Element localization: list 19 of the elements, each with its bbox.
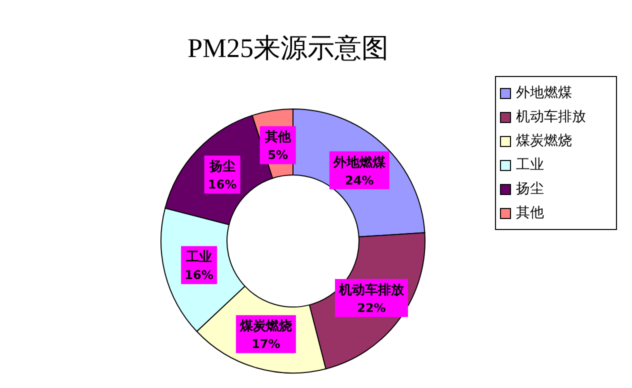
- data-label: 24%: [345, 173, 374, 188]
- legend-label: 扬尘: [516, 180, 544, 198]
- legend-label: 机动车排放: [516, 108, 586, 126]
- slice-label: 机动车排放: [338, 282, 405, 298]
- data-label: 16%: [184, 268, 214, 282]
- slice-label: 扬尘: [208, 158, 236, 175]
- legend-label: 外地燃煤: [516, 84, 572, 102]
- legend-label: 工业: [516, 156, 544, 174]
- slice-label: 其他: [264, 130, 292, 146]
- data-label: 5%: [268, 148, 288, 162]
- legend-label: 煤炭燃烧: [516, 132, 572, 150]
- slice-label: 煤炭燃烧: [238, 319, 292, 334]
- slice-label: 外地燃煤: [332, 155, 386, 170]
- chart-title: PM25来源示意图: [186, 32, 390, 65]
- slice-label: 工业: [185, 250, 212, 266]
- legend-label: 其他: [516, 204, 544, 222]
- data-label: 16%: [208, 178, 237, 192]
- data-label: 22%: [357, 301, 386, 316]
- data-label: 17%: [252, 337, 280, 352]
